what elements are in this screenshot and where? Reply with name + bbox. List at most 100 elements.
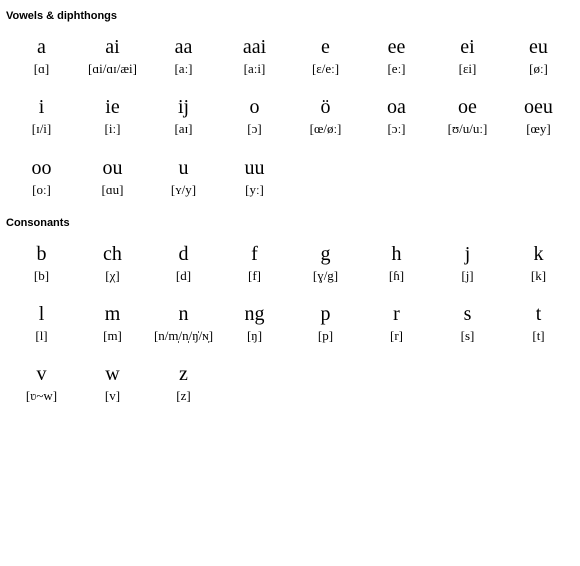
- consonant-cell-ipa: [d]: [148, 269, 219, 297]
- consonant-cell-ipa: [v]: [77, 389, 148, 417]
- consonant-cell-grapheme: w: [77, 357, 148, 389]
- vowel-cell-ipa: [432, 183, 503, 211]
- consonant-cell-grapheme: r: [361, 297, 432, 329]
- consonant-cell-grapheme: l: [6, 297, 77, 329]
- vowel-cell-ipa: [œy]: [503, 122, 574, 150]
- consonant-cell-ipa: [t]: [503, 329, 574, 357]
- vowel-cell-ipa: [ɑi/ɑɪ/æi]: [77, 62, 148, 90]
- vowel-cell-grapheme: ie: [77, 90, 148, 122]
- consonant-cell-ipa: [k]: [503, 269, 574, 297]
- consonant-cell-ipa: [ɦ]: [361, 269, 432, 297]
- consonant-cell-ipa: [m]: [77, 329, 148, 357]
- vowel-cell-ipa: [ʊ/u/uː]: [432, 122, 503, 150]
- vowel-cell-grapheme: ou: [77, 151, 148, 183]
- vowel-cell-ipa: [aɪ]: [148, 122, 219, 150]
- vowel-cell-ipa: [iː]: [77, 122, 148, 150]
- consonant-cell-ipa: [p]: [290, 329, 361, 357]
- vowel-cell-grapheme: aai: [219, 30, 290, 62]
- vowel-cell-ipa: [ɔː]: [361, 122, 432, 150]
- consonant-cell-grapheme: h: [361, 237, 432, 269]
- vowel-cell-ipa: [oː]: [6, 183, 77, 211]
- vowel-cell-grapheme: oeu: [503, 90, 574, 122]
- consonant-cell-grapheme: b: [6, 237, 77, 269]
- vowel-cell-grapheme: o: [219, 90, 290, 122]
- vowel-cell-grapheme: oe: [432, 90, 503, 122]
- consonant-cell-grapheme: ng: [219, 297, 290, 329]
- vowel-cell-grapheme: u: [148, 151, 219, 183]
- consonant-cell-ipa: [219, 389, 290, 417]
- vowel-cell-ipa: [eː]: [361, 62, 432, 90]
- vowel-cell-ipa: [503, 183, 574, 211]
- vowel-cell-ipa: [aːi]: [219, 62, 290, 90]
- consonant-cell-ipa: [432, 389, 503, 417]
- consonant-cell-ipa: [l]: [6, 329, 77, 357]
- vowel-cell-grapheme: uu: [219, 151, 290, 183]
- vowel-cell-grapheme: [432, 151, 503, 183]
- consonant-cell-ipa: [ɣ/g]: [290, 269, 361, 297]
- consonant-cell-grapheme: m: [77, 297, 148, 329]
- consonant-cell-ipa: [f]: [219, 269, 290, 297]
- consonant-cell-ipa: [χ]: [77, 269, 148, 297]
- vowel-cell-ipa: [ɑu]: [77, 183, 148, 211]
- vowel-cell-grapheme: ai: [77, 30, 148, 62]
- vowel-cell-grapheme: ij: [148, 90, 219, 122]
- consonant-cell-grapheme: v: [6, 357, 77, 389]
- consonant-cell-grapheme: z: [148, 357, 219, 389]
- vowel-cell-ipa: [361, 183, 432, 211]
- vowel-cell-ipa: [aː]: [148, 62, 219, 90]
- vowel-cell-ipa: [ɛ/eː]: [290, 62, 361, 90]
- vowels-section-title: Vowels & diphthongs: [6, 10, 574, 22]
- consonant-cell-grapheme: [219, 357, 290, 389]
- vowel-cell-ipa: [ɪ/i]: [6, 122, 77, 150]
- vowel-cell-ipa: [ɑ]: [6, 62, 77, 90]
- consonant-cell-ipa: [b]: [6, 269, 77, 297]
- vowel-cell-ipa: [290, 183, 361, 211]
- vowel-cell-grapheme: [503, 151, 574, 183]
- vowel-cell-grapheme: oa: [361, 90, 432, 122]
- consonant-cell-ipa: [r]: [361, 329, 432, 357]
- vowel-cell-grapheme: aa: [148, 30, 219, 62]
- consonant-cell-ipa: [n/m̩/n̩/ŋ̍/ɴ̩]: [148, 329, 219, 357]
- vowel-cell-ipa: [yː]: [219, 183, 290, 211]
- consonant-cell-grapheme: [432, 357, 503, 389]
- consonant-cell-ipa: [s]: [432, 329, 503, 357]
- vowel-cell-grapheme: a: [6, 30, 77, 62]
- vowels-grid: aaiaaaaieeeeieu[ɑ][ɑi/ɑɪ/æi][aː][aːi][ɛ/…: [6, 30, 574, 211]
- vowel-cell-grapheme: ei: [432, 30, 503, 62]
- consonant-cell-ipa: [ʋ~w]: [6, 389, 77, 417]
- vowel-cell-ipa: [œ/øː]: [290, 122, 361, 150]
- consonant-cell-ipa: [ŋ]: [219, 329, 290, 357]
- consonant-cell-grapheme: f: [219, 237, 290, 269]
- consonant-cell-grapheme: k: [503, 237, 574, 269]
- consonant-cell-grapheme: [290, 357, 361, 389]
- consonants-section-title: Consonants: [6, 217, 574, 229]
- consonant-cell-grapheme: [503, 357, 574, 389]
- vowel-cell-grapheme: eu: [503, 30, 574, 62]
- consonant-cell-grapheme: j: [432, 237, 503, 269]
- consonant-cell-grapheme: [361, 357, 432, 389]
- consonant-cell-grapheme: p: [290, 297, 361, 329]
- vowel-cell-grapheme: e: [290, 30, 361, 62]
- vowel-cell-ipa: [øː]: [503, 62, 574, 90]
- vowel-cell-ipa: [ʏ/y]: [148, 183, 219, 211]
- vowel-cell-grapheme: [290, 151, 361, 183]
- vowel-cell-grapheme: [361, 151, 432, 183]
- consonant-cell-grapheme: t: [503, 297, 574, 329]
- consonants-grid: bchdfghjk [b][χ][d][f][ɣ/g][ɦ][j][k] lmnng…: [6, 237, 574, 418]
- consonant-cell-grapheme: s: [432, 297, 503, 329]
- consonant-cell-grapheme: ch: [77, 237, 148, 269]
- vowel-cell-grapheme: ö: [290, 90, 361, 122]
- consonant-cell-ipa: [290, 389, 361, 417]
- consonant-cell-ipa: [361, 389, 432, 417]
- consonant-cell-grapheme: d: [148, 237, 219, 269]
- vowel-cell-grapheme: ee: [361, 30, 432, 62]
- vowel-cell-ipa: [ɔ]: [219, 122, 290, 150]
- vowel-cell-grapheme: oo: [6, 151, 77, 183]
- vowel-cell-grapheme: i: [6, 90, 77, 122]
- consonant-cell-ipa: [j]: [432, 269, 503, 297]
- consonant-cell-ipa: [z]: [148, 389, 219, 417]
- vowel-cell-ipa: [ɛi]: [432, 62, 503, 90]
- consonant-cell-ipa: [503, 389, 574, 417]
- consonant-cell-grapheme: n: [148, 297, 219, 329]
- consonant-cell-grapheme: g: [290, 237, 361, 269]
